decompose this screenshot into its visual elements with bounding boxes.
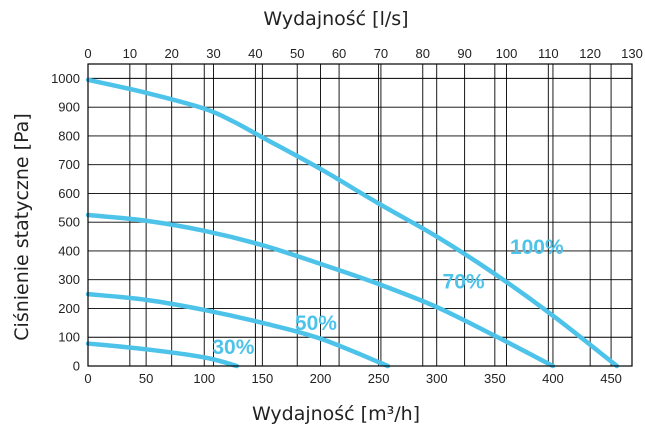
top-tick-label: 10: [123, 46, 137, 61]
top-tick-label: 60: [332, 46, 346, 61]
top-tick-label: 80: [416, 46, 430, 61]
y-tick-labels: 0 100 200 300 400 500 600 700 800 900 1000: [51, 71, 80, 374]
curve-label: 30%: [212, 336, 254, 359]
x-tick-label: 300: [426, 371, 448, 386]
x-tick-label: 0: [84, 371, 91, 386]
top-tick-label: 50: [290, 46, 304, 61]
y-axis-title: Ciśnienie statyczne [Pa]: [11, 113, 33, 340]
top-tick-label: 0: [84, 46, 91, 61]
top-tick-label: 40: [248, 46, 262, 61]
y-tick-label: 200: [58, 301, 80, 316]
x-tick-label: 450: [600, 371, 622, 386]
y-tick-label: 800: [58, 128, 80, 143]
x-tick-label: 200: [310, 371, 332, 386]
top-tick-label: 70: [374, 46, 388, 61]
top-tick-label: 100: [496, 46, 518, 61]
x-tick-labels: 0 50 100 150 200 250 300 350 400 450: [84, 371, 622, 386]
x-tick-label: 50: [139, 371, 153, 386]
curve-label: 100%: [510, 236, 564, 259]
curve-label: 50%: [295, 312, 337, 335]
top-tick-label: 120: [579, 46, 601, 61]
y-tick-label: 300: [58, 272, 80, 287]
top-tick-label: 110: [538, 46, 559, 61]
curve-30-percent: [85, 341, 240, 369]
y-tick-label: 700: [58, 157, 80, 172]
curve-50-percent: [85, 291, 391, 369]
y-tick-label: 100: [58, 330, 80, 345]
top-tick-label: 20: [164, 46, 178, 61]
y-tick-label: 900: [58, 100, 80, 115]
curve-labels: 100% 70% 50% 30%: [212, 236, 564, 359]
curve-100-percent: [85, 77, 620, 369]
top-tick-label: 90: [457, 46, 471, 61]
x-tick-label: 250: [368, 371, 390, 386]
curves: [85, 77, 620, 369]
top-axis-title: Wydajność [l/s]: [263, 8, 408, 30]
grid: [87, 64, 633, 367]
x-tick-label: 350: [484, 371, 506, 386]
top-tick-label: 130: [621, 46, 643, 61]
y-tick-label: 500: [58, 215, 80, 230]
plot-frame: [87, 63, 633, 367]
y-tick-label: 1000: [51, 71, 80, 86]
top-tick-labels: 0 10 20 30 40 50 60 70 80 90 100 110 120 130: [84, 46, 642, 61]
top-tick-label: 30: [206, 46, 220, 61]
curve-label: 70%: [443, 270, 485, 293]
y-tick-label: 600: [58, 186, 80, 201]
y-tick-label: 400: [58, 243, 80, 258]
y-tick-label: 0: [73, 359, 80, 374]
x-tick-label: 400: [542, 371, 564, 386]
curve-70-percent: [85, 212, 556, 369]
x-tick-label: 150: [252, 371, 274, 386]
x-tick-label: 100: [193, 371, 215, 386]
x-axis-title: Wydajność [m³/h]: [252, 403, 420, 425]
